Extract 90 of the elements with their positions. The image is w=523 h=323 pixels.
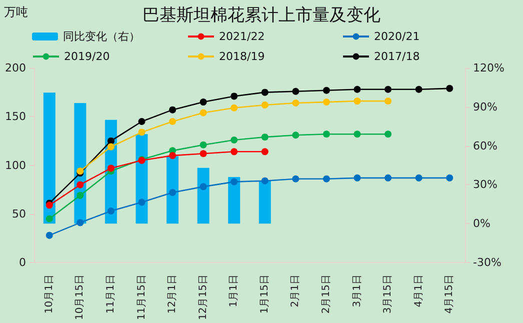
point xyxy=(261,134,268,141)
point xyxy=(138,118,146,125)
y2-tick-label: 30% xyxy=(473,178,498,192)
legend-label: 2020/21 xyxy=(374,30,420,43)
point xyxy=(46,215,53,222)
chart-title: 巴基斯坦棉花累计上市量及变化 xyxy=(142,6,380,26)
point xyxy=(322,175,330,182)
point xyxy=(230,104,238,112)
point xyxy=(200,183,207,190)
point xyxy=(169,106,176,114)
point xyxy=(230,136,238,144)
point xyxy=(138,198,146,206)
x-tick-label: 12月1日 xyxy=(167,274,178,314)
bar xyxy=(136,134,148,224)
point xyxy=(169,118,176,125)
point xyxy=(292,100,300,107)
y-tick-label: 200 xyxy=(5,62,26,74)
bar xyxy=(43,92,56,224)
point xyxy=(384,130,392,138)
point xyxy=(230,178,238,186)
x-tick-label: 10月1日 xyxy=(44,274,55,314)
y-tick-label: 0 xyxy=(19,256,26,270)
y-tick-label: 50 xyxy=(12,207,26,220)
point xyxy=(107,207,114,214)
point xyxy=(107,143,114,150)
y2-tick-label: 0% xyxy=(473,217,490,230)
point xyxy=(169,152,176,160)
point xyxy=(261,148,268,156)
x-tick-label: 1月15日 xyxy=(259,274,270,314)
point xyxy=(354,174,361,182)
point xyxy=(169,189,176,196)
y2-tick-label: 120% xyxy=(473,62,504,74)
point xyxy=(446,174,454,182)
point xyxy=(261,88,268,96)
point xyxy=(354,86,361,93)
bar xyxy=(166,156,179,224)
point xyxy=(384,86,392,93)
y-tick-label: 100 xyxy=(5,158,26,172)
y-tick-label: 150 xyxy=(5,110,26,124)
point xyxy=(76,192,84,199)
x-tick-label: 3月15日 xyxy=(382,274,394,314)
x-tick-label: 10月15日 xyxy=(74,274,86,320)
x-tick-label: 4月15日 xyxy=(444,274,456,314)
y2-tick-label: -30% xyxy=(473,256,502,270)
x-tick-label: 2月1日 xyxy=(290,274,302,308)
point xyxy=(107,137,114,144)
point xyxy=(415,86,422,93)
point xyxy=(107,164,114,172)
x-tick-label: 11月15日 xyxy=(136,274,148,320)
point xyxy=(322,86,330,94)
point xyxy=(230,92,238,100)
bar xyxy=(197,168,210,224)
point xyxy=(322,98,330,106)
x-tick-label: 2月15日 xyxy=(320,274,332,314)
legend-label: 2021/22 xyxy=(219,30,265,43)
x-tick-label: 12月15日 xyxy=(198,274,209,320)
point xyxy=(200,141,207,148)
point xyxy=(415,174,422,182)
x-tick-label: 4月1日 xyxy=(413,274,424,308)
point xyxy=(76,219,84,226)
legend-label: 2017/18 xyxy=(374,50,420,63)
point xyxy=(200,109,207,116)
y2-tick-label: 90% xyxy=(473,100,498,114)
point xyxy=(200,150,207,158)
point xyxy=(46,232,53,239)
point xyxy=(138,128,146,136)
point xyxy=(76,181,84,188)
point xyxy=(384,174,392,182)
point xyxy=(292,132,300,139)
point xyxy=(292,88,300,95)
point xyxy=(354,98,361,105)
legend-label: 2018/19 xyxy=(219,50,265,63)
x-tick-label: 11月1日 xyxy=(105,274,116,314)
point xyxy=(384,98,392,105)
bar xyxy=(228,176,240,224)
legend-label: 2019/20 xyxy=(64,50,110,63)
point xyxy=(292,175,300,182)
bar xyxy=(258,180,271,224)
point xyxy=(261,177,268,184)
point xyxy=(446,84,454,92)
y-axis-title: 万吨 xyxy=(4,5,28,19)
point xyxy=(261,101,268,108)
y2-tick-label: 60% xyxy=(473,139,498,152)
x-tick-label: 1月1日 xyxy=(228,274,240,308)
point xyxy=(200,98,207,106)
point xyxy=(230,148,238,156)
point xyxy=(354,130,361,138)
legend-label: 同比变化（右） xyxy=(63,30,140,43)
x-tick-label: 3月1日 xyxy=(352,274,363,308)
point xyxy=(322,130,330,138)
